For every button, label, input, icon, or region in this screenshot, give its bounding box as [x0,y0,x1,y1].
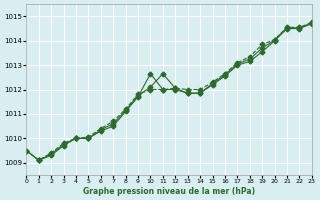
X-axis label: Graphe pression niveau de la mer (hPa): Graphe pression niveau de la mer (hPa) [83,187,255,196]
